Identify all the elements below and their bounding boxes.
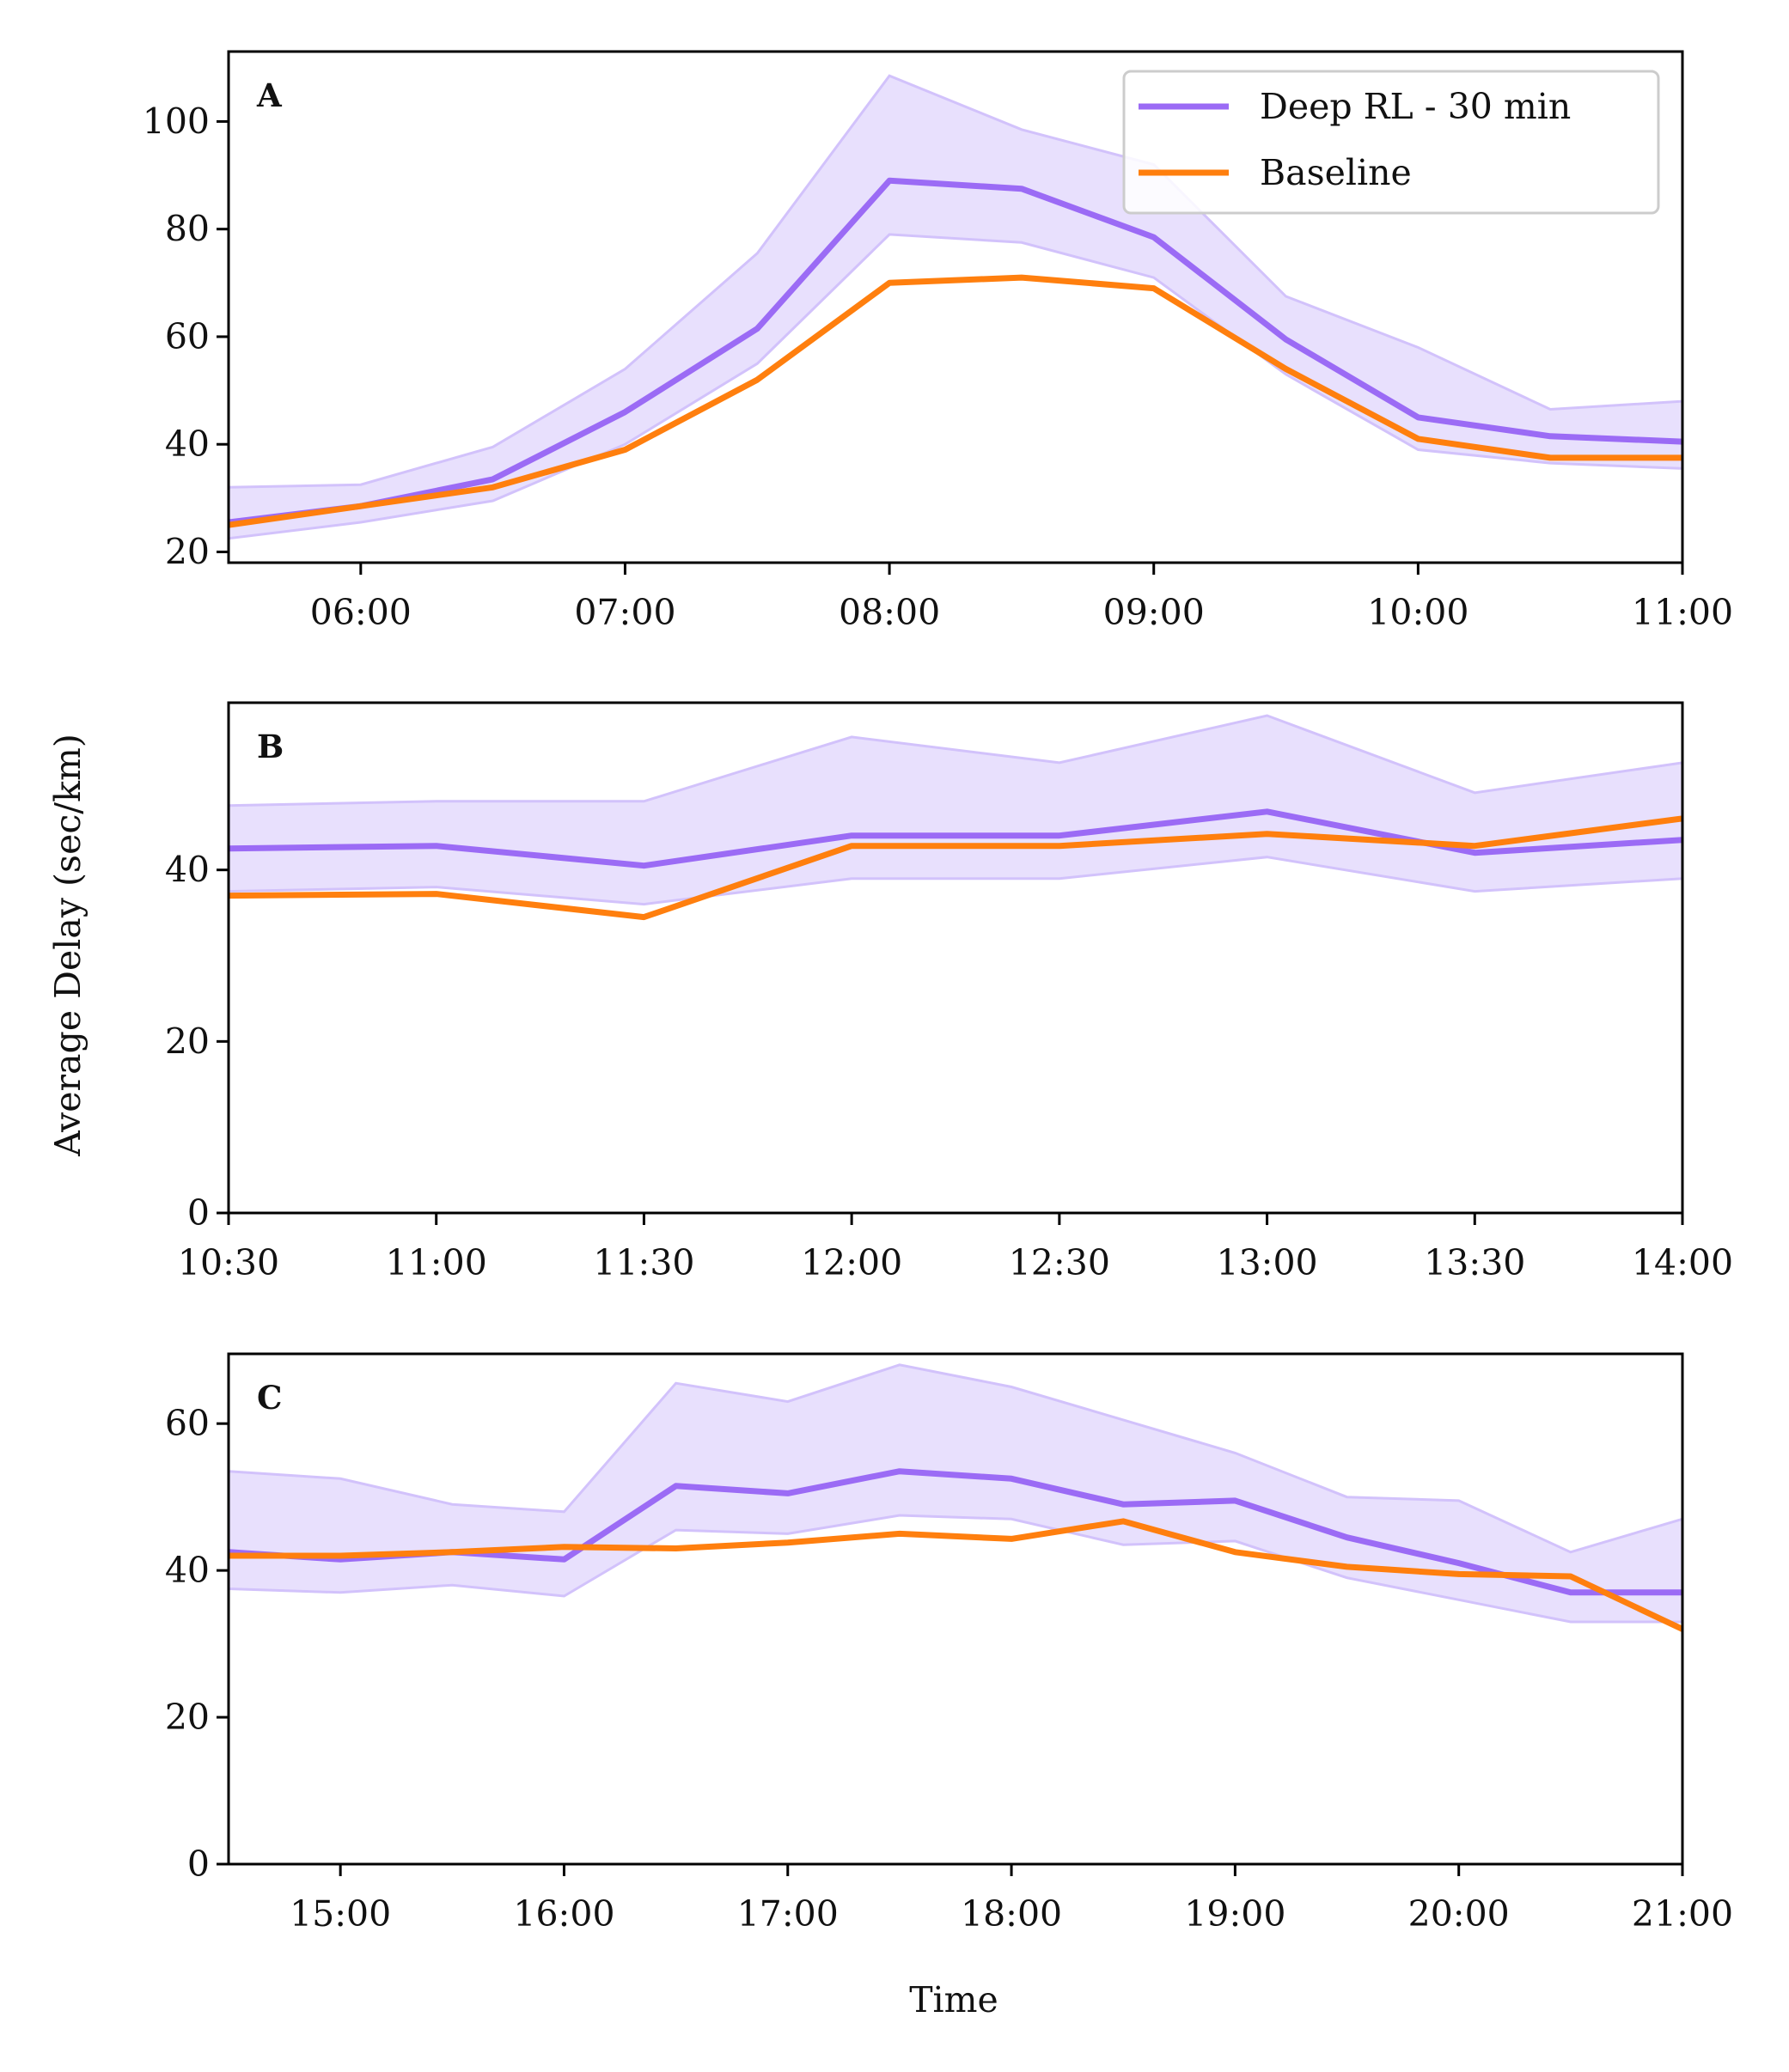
x-tick-label: 11:00 [1632,592,1733,633]
legend-label-baseline: Baseline [1260,152,1412,193]
series-line-baseline [229,274,1682,528]
panel-b: 0 20 40 10:30 11:00 11:30 12:00 12:30 13:00 13:30… [165,701,1733,1283]
series-line-rl [229,177,1682,526]
x-tick-label: 18:00 [961,1893,1062,1935]
x-tick-label: 11:00 [386,1242,487,1283]
axes-frame [227,1352,1684,1866]
panel-a: 20 40 60 80 100 06:00 07:00 08:00 09:00 10:00 11:0… [143,50,1733,633]
legend: Deep RL - 30 min Baseline [1122,70,1660,215]
rl-confidence-band [229,1363,1682,1624]
y-axis-title: Average Delay (sec/km) [47,734,89,1157]
plot-area [229,74,1682,540]
x-tick-label: 10:00 [1367,592,1468,633]
panel-label: A [256,76,283,114]
x-tick-label: 06:00 [310,592,412,633]
series-line-baseline [229,1518,1682,1632]
panel-label: C [257,1379,282,1417]
x-tick-label: 12:00 [801,1242,902,1283]
series-line-baseline [229,815,1682,921]
panel-c: 0 20 40 60 15:00 16:00 17:00 18:00 19:00 20:00 21:… [165,1352,1733,1935]
x-tick-label: 07:00 [574,592,675,633]
x-tick-label: 12:30 [1009,1242,1110,1283]
x-tick-label: 19:00 [1184,1893,1285,1935]
y-tick-label: 20 [165,1697,210,1738]
x-tick-label: 16:00 [513,1893,614,1935]
panels: 20 40 60 80 100 06:00 07:00 08:00 09:00 10:00 11:0… [143,50,1733,1935]
y-tick-label: 20 [165,1021,210,1062]
rl-confidence-band [229,74,1682,540]
x-tick-label: 13:30 [1424,1242,1525,1283]
x-tick-label: 20:00 [1408,1893,1510,1935]
plot-area [229,714,1682,921]
rl-confidence-band [229,714,1682,906]
y-tick-label: 0 [187,1192,210,1234]
y-tick-label: 80 [165,209,210,250]
panel-label: B [257,728,284,765]
x-tick-label: 08:00 [839,592,940,633]
y-tick-label: 40 [165,424,210,465]
y-tick-label: 40 [165,1550,210,1591]
legend-frame [1122,70,1660,215]
legend-label-rl: Deep RL - 30 min [1260,86,1571,127]
x-tick-label: 14:00 [1632,1242,1733,1283]
x-tick-label: 15:00 [290,1893,391,1935]
x-axis-title: Time [909,1979,998,2020]
y-tick-label: 20 [165,531,210,572]
x-tick-label: 13:00 [1216,1242,1317,1283]
y-tick-label: 40 [165,850,210,891]
axes-frame [227,50,1684,564]
axes-frame [227,701,1684,1215]
y-tick-label: 60 [165,1403,210,1444]
y-tick-label: 60 [165,316,210,357]
y-tick-label: 0 [187,1843,210,1885]
x-tick-label: 17:00 [737,1893,839,1935]
x-tick-label: 09:00 [1103,592,1205,633]
x-tick-label: 21:00 [1632,1893,1733,1935]
x-tick-label: 11:30 [593,1242,694,1283]
plot-area [229,1363,1682,1632]
x-tick-label: 10:30 [178,1242,279,1283]
y-tick-label: 100 [143,101,210,142]
